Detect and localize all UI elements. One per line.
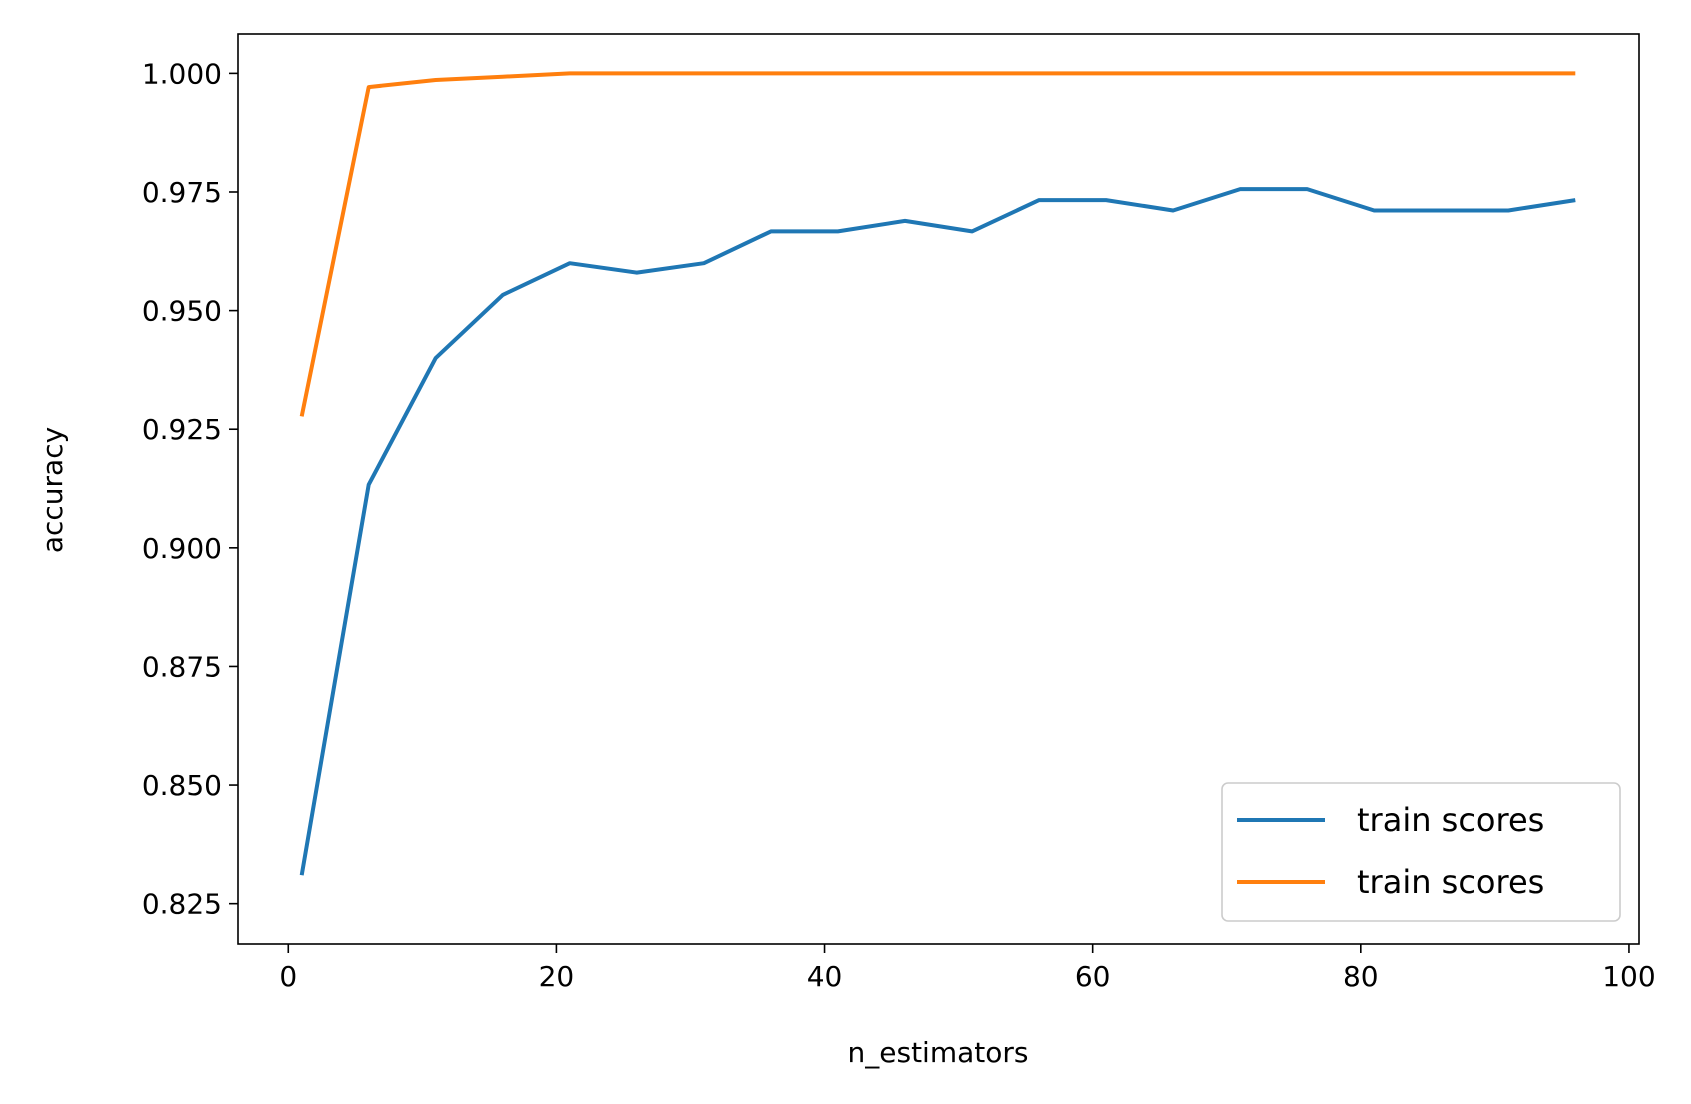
x-tick-label: 100	[1602, 960, 1655, 993]
y-tick-label: 0.975	[142, 176, 222, 209]
x-tick-label: 60	[1075, 960, 1111, 993]
plot-frame	[237, 33, 1640, 945]
legend: train scores train scores	[1221, 782, 1621, 922]
x-tick-label: 20	[539, 960, 575, 993]
legend-label-0: train scores	[1357, 801, 1544, 839]
y-tick-label: 0.925	[142, 413, 222, 446]
legend-box	[1221, 782, 1621, 922]
y-tick-label: 0.850	[142, 769, 222, 802]
y-axis-label: accuracy	[36, 427, 69, 553]
series-line-1	[299, 71, 1576, 417]
y-tick-label: 0.950	[142, 295, 222, 328]
x-axis: 0 20 40 60 80 100	[279, 944, 1656, 993]
y-tick-label: 0.900	[142, 532, 222, 565]
y-tick-label: 1.000	[142, 57, 222, 90]
series-line-0	[299, 187, 1576, 876]
x-axis-label: n_estimators	[848, 1036, 1029, 1069]
y-axis: 0.825 0.850 0.875 0.900 0.925 0.950 0.975 1.000	[142, 57, 238, 921]
x-tick-label: 80	[1343, 960, 1379, 993]
x-tick-label: 40	[807, 960, 843, 993]
x-tick-label: 0	[279, 960, 297, 993]
y-tick-label: 0.875	[142, 650, 222, 683]
legend-label-1: train scores	[1357, 863, 1544, 901]
series-layer	[299, 71, 1576, 876]
y-tick-label: 0.825	[142, 888, 222, 921]
